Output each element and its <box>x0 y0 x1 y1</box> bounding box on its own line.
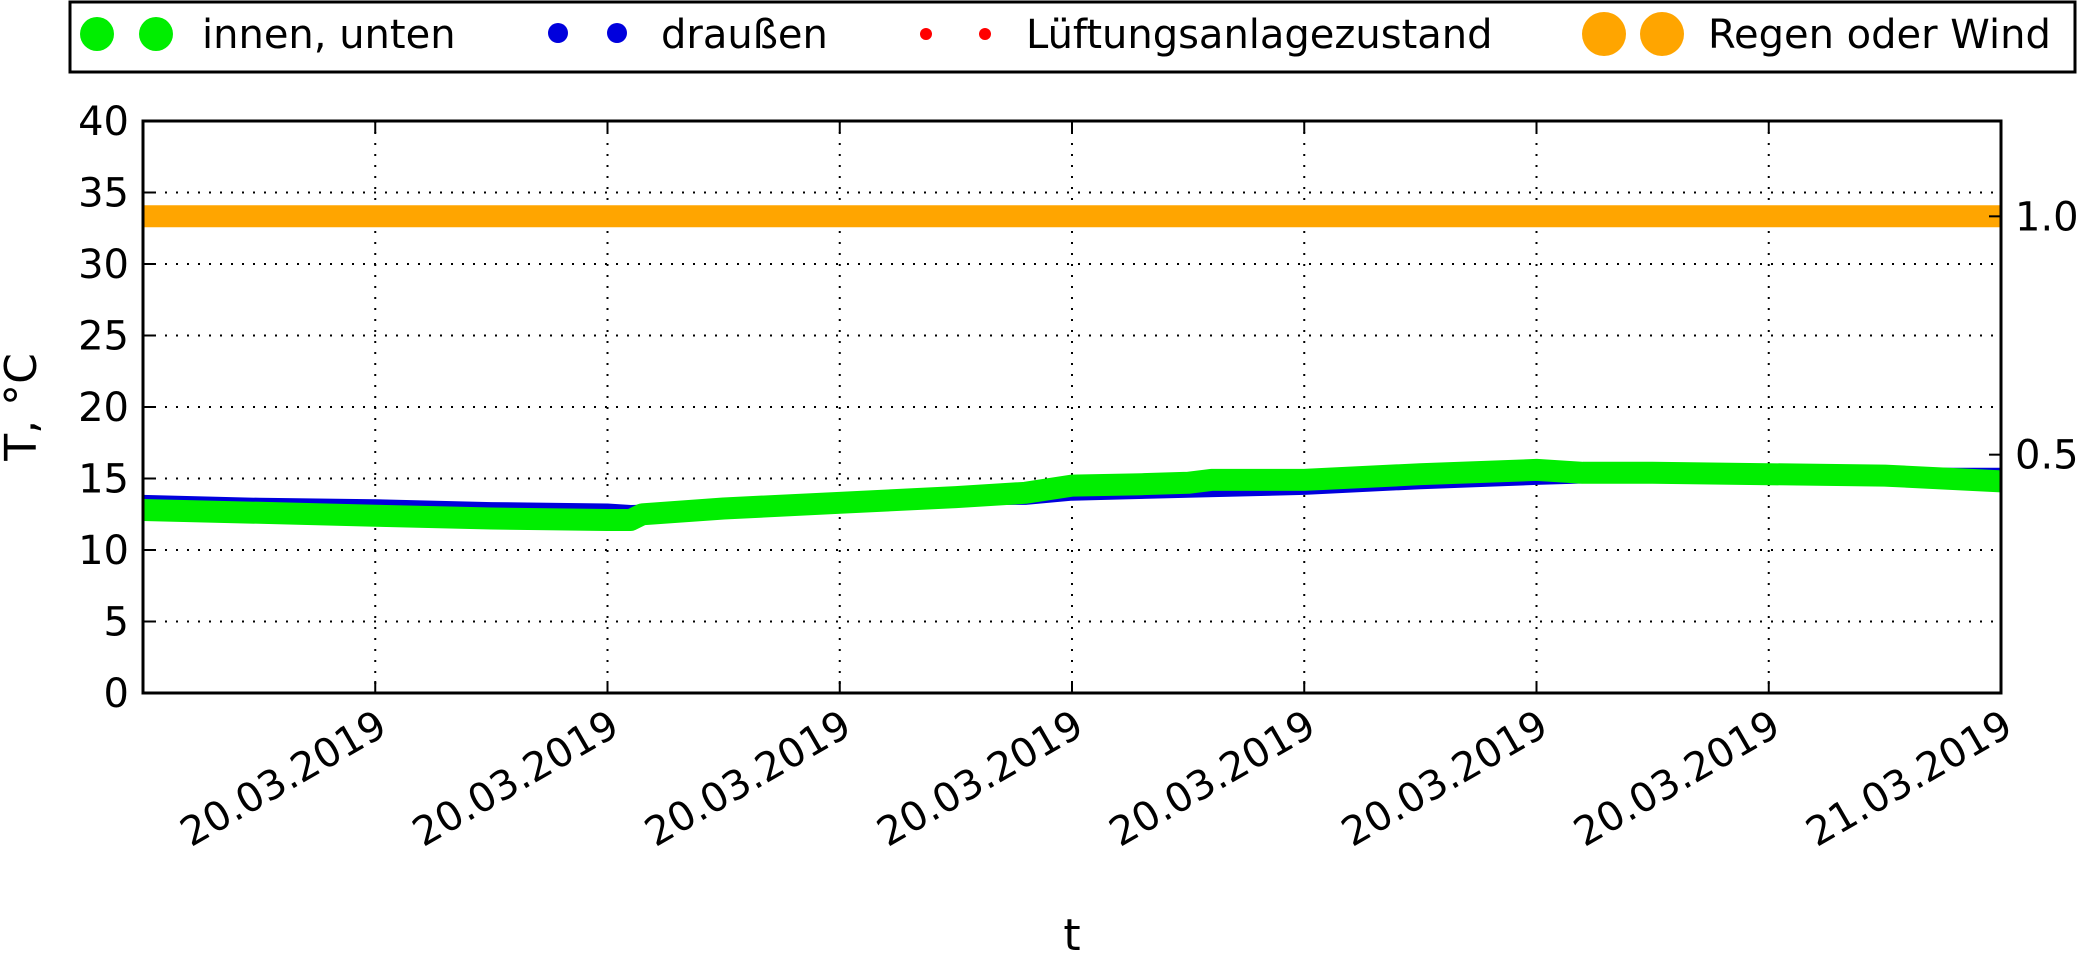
series-layer <box>142 205 2002 531</box>
x-tick-label: 20.03.2019 <box>637 702 858 856</box>
y2-tick-labels: 0.5 1.0 <box>2015 194 2079 478</box>
legend: innen, unten draußen Lüftungsanlagezusta… <box>68 0 2077 74</box>
x-tick-label: 20.03.2019 <box>1566 702 1787 856</box>
legend-label-innen-unten: innen, unten <box>202 12 456 58</box>
y-tick-labels: 0 5 10 15 20 25 30 35 40 <box>78 99 129 717</box>
y2-tick-label: 0.5 <box>2015 433 2079 479</box>
legend-marker-innen-unten <box>80 17 114 51</box>
y-tick-label: 25 <box>78 314 129 360</box>
ticks <box>142 120 2002 694</box>
legend-label-regen-oder-wind: Regen oder Wind <box>1708 12 2051 58</box>
y-tick-label: 40 <box>78 99 129 145</box>
legend-marker-lueftungsanlagezustand <box>979 28 991 40</box>
x-tick-label: 20.03.2019 <box>1334 702 1555 856</box>
x-tick-labels: 20.03.2019 20.03.2019 20.03.2019 20.03.2019… <box>173 702 2020 856</box>
legend-marker-draussen <box>548 23 568 43</box>
series-line-innen-unten <box>142 458 2002 531</box>
legend-marker-draussen <box>607 23 627 43</box>
x-axis-title: t <box>1063 910 1080 961</box>
grid <box>143 121 2001 693</box>
legend-marker-regen-oder-wind <box>1640 12 1684 56</box>
legend-marker-innen-unten <box>139 17 173 51</box>
y-tick-label: 35 <box>78 171 129 217</box>
x-tick-label: 20.03.2019 <box>870 702 1091 856</box>
y-tick-label: 15 <box>78 457 129 503</box>
x-tick-label: 20.03.2019 <box>173 702 394 856</box>
legend-label-lueftungsanlagezustand: Lüftungsanlagezustand <box>1026 12 1493 58</box>
y-tick-label: 10 <box>78 528 129 574</box>
legend-marker-lueftungsanlagezustand <box>920 28 932 40</box>
y2-tick-label: 1.0 <box>2015 194 2079 240</box>
y-axis-title: T, °C <box>0 353 47 462</box>
x-tick-label: 21.03.2019 <box>1799 702 2020 856</box>
y-tick-label: 30 <box>78 242 129 288</box>
legend-label-draussen: draußen <box>661 12 828 58</box>
y-tick-label: 5 <box>104 600 129 646</box>
x-tick-label: 20.03.2019 <box>405 702 626 856</box>
y-tick-label: 0 <box>104 671 129 717</box>
legend-marker-regen-oder-wind <box>1582 12 1626 56</box>
x-tick-label: 20.03.2019 <box>1102 702 1323 856</box>
legend-frame <box>68 0 2077 74</box>
y-tick-label: 20 <box>78 385 129 431</box>
